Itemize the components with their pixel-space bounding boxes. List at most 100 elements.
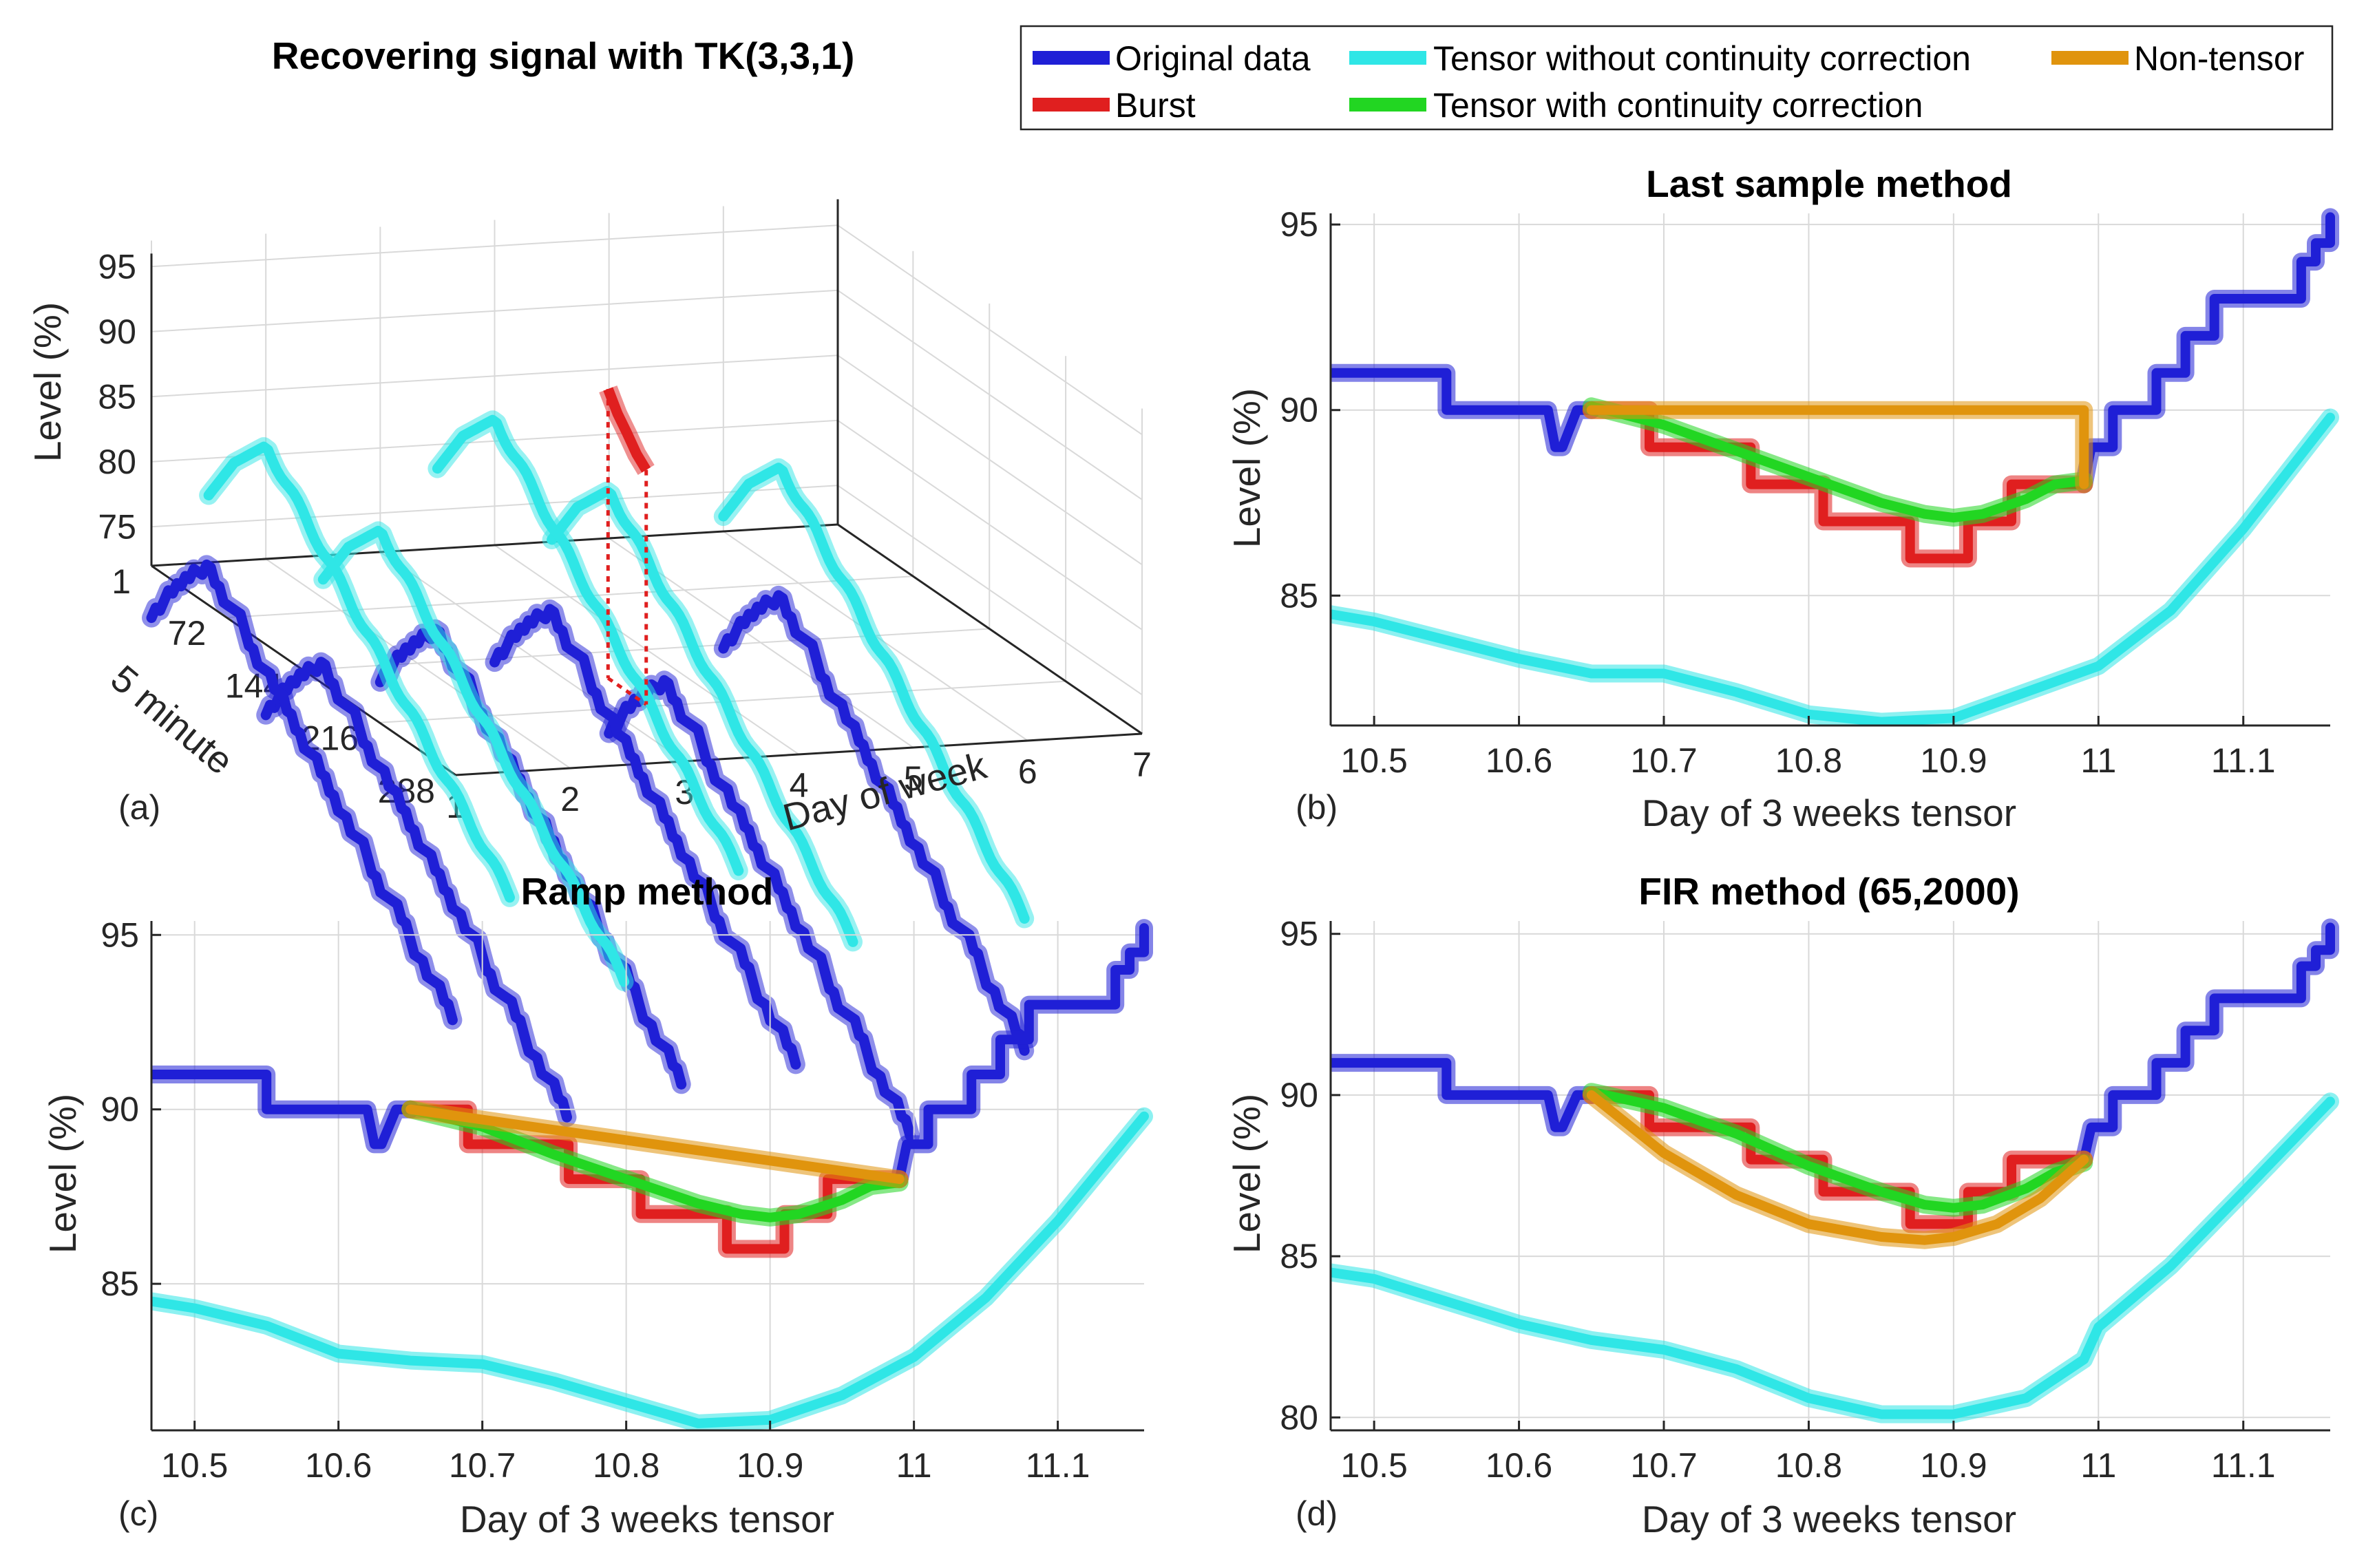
y-tick-label-d: 90 (1280, 1076, 1318, 1114)
curve-tensor-without-continuity-correction-4 (713, 458, 1035, 929)
series-line (151, 1070, 416, 1149)
curve-original-data-3 (485, 599, 805, 1074)
legend-label-non-tensor: Non-tensor (2134, 39, 2304, 78)
series-non-tensor-c (401, 1100, 909, 1189)
curve-original-data-4 (599, 670, 920, 1145)
z-tick-label-a: 80 (98, 443, 136, 481)
curve-line (604, 675, 916, 1141)
x-tick-label-b: 11 (2080, 741, 2116, 780)
legend: Original data Tensor without continuity … (1020, 25, 2334, 131)
chart-title-a: Recovering signal with TK(3,3,1) (272, 34, 855, 77)
panel-c-axes: 10.5 10.6 10.7 10.8 10.9 11 11.1 85 90 95 (101, 915, 1153, 1485)
series-line (1331, 368, 1596, 452)
chart-title-d: FIR method (65,2000) (1638, 870, 2019, 913)
series-original-data-b (2075, 208, 2339, 494)
series-line (1586, 401, 2089, 523)
series-line (894, 923, 1149, 1185)
x-tick-label-c: 10.9 (737, 1446, 803, 1485)
burst-segment-a (599, 385, 655, 706)
curve-line (432, 414, 744, 876)
wall-grid-z2 (837, 289, 1143, 500)
series-tensor-without-continuity-correction-b (1331, 408, 2339, 725)
x-tick-label-c: 10.6 (305, 1446, 372, 1485)
x-tick-label-d: 10.8 (1775, 1446, 1842, 1485)
x-tick-label-c: 10.7 (449, 1446, 516, 1485)
series-line (1586, 1087, 2089, 1213)
wall-grid-z (151, 289, 838, 332)
chart-title-c: Ramp method (521, 870, 774, 913)
burst-line (603, 387, 651, 473)
series-line (2079, 922, 2335, 1165)
curve-original-data-0 (142, 555, 463, 1030)
xlabel-d: Day of 3 weeks tensor (1642, 1498, 2016, 1540)
wall-grid-z (151, 485, 838, 528)
panel-b-axes: 10.5 10.6 10.7 10.8 10.9 11 11.1 85 90 95 (1280, 205, 2339, 780)
x-tick-label-a: 6 (1018, 752, 1037, 791)
y-tick-label-d: 85 (1280, 1237, 1318, 1275)
panel-b-plot: Last sample method 10.5 10.6 10.7 10.8 10.9 1… (1225, 162, 2339, 834)
z-tick-label-a: 85 (98, 377, 136, 416)
x-tick-label-c: 11 (896, 1446, 932, 1485)
series-original-data-c (151, 1066, 420, 1154)
x-tick-label-b: 10.9 (1920, 741, 1987, 780)
wall-grid-z2 (837, 224, 1143, 436)
series-original-data-d (1331, 1054, 1601, 1136)
legend-entry-tensor-no-corr: Tensor without continuity correction (1349, 39, 1971, 78)
series-line (1331, 1058, 1596, 1132)
chart-title-b: Last sample method (1646, 162, 2012, 205)
legend-entry-original: Original data (1033, 39, 1311, 78)
z-tick-label-a: 95 (98, 247, 136, 286)
curve-line (317, 525, 630, 987)
y-tick-label-d: 95 (1280, 915, 1318, 953)
x-tick-label-c: 10.5 (161, 1446, 228, 1485)
series-line (405, 1104, 905, 1185)
curve-line (718, 590, 1030, 1056)
x-tick-label-d: 10.5 (1340, 1446, 1407, 1485)
panel-a-series (142, 385, 1035, 1145)
series-burst-b (1582, 401, 2093, 568)
series-non-tensor-b (1582, 401, 2093, 494)
z-tick-label-a: 75 (98, 507, 136, 546)
panel-label-b: (b) (1296, 788, 1338, 827)
x-tick-label-b: 11.1 (2211, 741, 2276, 780)
legend-entry-burst: Burst (1033, 86, 1196, 125)
x-tick-label-a: 5 (904, 759, 923, 798)
y-tick-label-c: 85 (101, 1264, 139, 1303)
series-tensor-with-continuity-correction-c (401, 1100, 909, 1227)
y-tick-label-c: 95 (101, 915, 139, 954)
series-line (2079, 212, 2335, 489)
curve-tensor-without-continuity-correction-2 (427, 410, 748, 880)
panel-d-plot: FIR method (65,2000) 10.5 10.6 10.7 10.8 10.… (1225, 870, 2339, 1540)
series-group-b (1331, 208, 2339, 725)
y-tick-label-d: 80 (1280, 1398, 1318, 1437)
y-tick-label-b: 95 (1280, 205, 1318, 244)
z-tick-label-a: 90 (98, 312, 136, 351)
curve-original-data-1 (256, 652, 577, 1127)
legend-label-tensor-corr: Tensor with continuity correction (1433, 86, 1923, 125)
x-tick-label-b: 10.5 (1340, 741, 1407, 780)
x-tick-label-a: 4 (790, 766, 809, 805)
x-tick-label-a: 7 (1132, 745, 1152, 784)
x-tick-label-c: 10.8 (593, 1446, 659, 1485)
series-original-data-b (1331, 363, 1601, 456)
legend-label-original: Original data (1115, 39, 1311, 78)
curve-tensor-without-continuity-correction-0 (199, 437, 520, 907)
y-tick-label-a: 1 (112, 562, 131, 601)
curve-tensor-without-continuity-correction-3 (542, 481, 863, 952)
series-tensor-without-continuity-correction-c (151, 1107, 1153, 1430)
x-tick-label-d: 10.6 (1486, 1446, 1552, 1485)
series-line (151, 1111, 1149, 1428)
x-tick-label-d: 10.7 (1630, 1446, 1697, 1485)
x-tick-label-d: 10.9 (1920, 1446, 1987, 1485)
legend-label-tensor-no-corr: Tensor without continuity correction (1433, 39, 1971, 78)
curve-line (260, 657, 572, 1123)
series-line (405, 1104, 905, 1222)
wall-grid-z2 (837, 419, 1143, 631)
series-non-tensor-d (1582, 1085, 2093, 1249)
wall-grid-z2 (837, 354, 1143, 566)
zlabel-a: Level (%) (26, 302, 69, 462)
wall-grid-z2 (837, 485, 1143, 696)
series-tensor-with-continuity-correction-d (1582, 1083, 2093, 1217)
panel-c-plot: Ramp method 10.5 10.6 10.7 10.8 10.9 11 11.1 85… (41, 870, 1153, 1540)
